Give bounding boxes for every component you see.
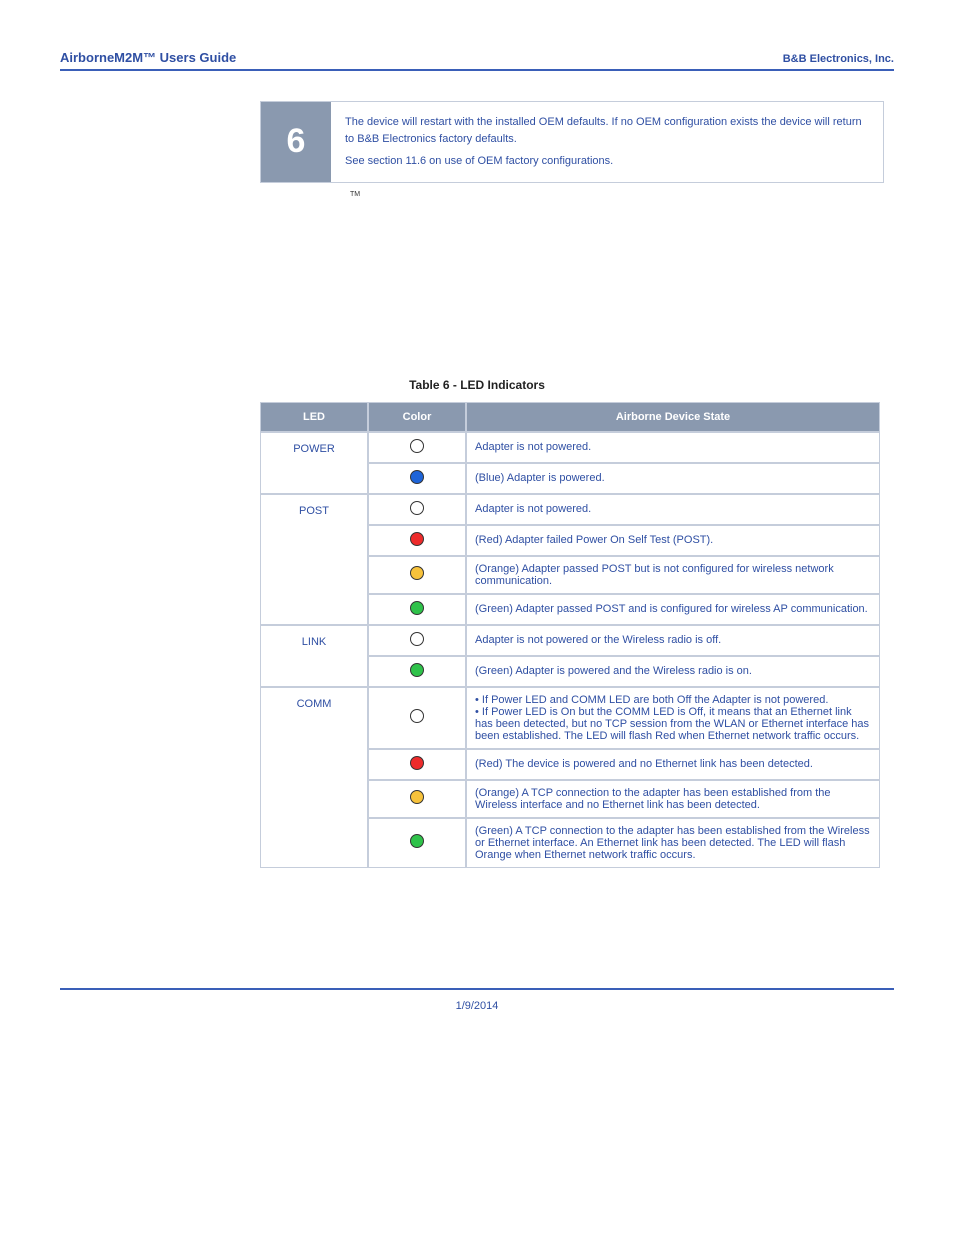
led-dot-blue-icon — [410, 470, 424, 484]
color-cell — [368, 594, 466, 625]
color-cell — [368, 625, 466, 656]
led-name-power: POWER — [260, 432, 368, 494]
state-cell: (Green) A TCP connection to the adapter … — [466, 818, 880, 868]
callout-p1: The device will restart with the install… — [345, 114, 869, 147]
callout-p2: See section 11.6 on use of OEM factory c… — [345, 153, 869, 170]
header-left: AirborneM2M™ Users Guide — [60, 50, 236, 65]
led-dot-off-icon — [410, 632, 424, 646]
state-cell: • If Power LED and COMM LED are both Off… — [466, 687, 880, 749]
led-name-link: LINK — [260, 625, 368, 687]
color-cell — [368, 525, 466, 556]
color-cell — [368, 687, 466, 749]
page-header: AirborneM2M™ Users Guide B&B Electronics… — [60, 50, 894, 71]
color-cell — [368, 494, 466, 525]
table-row: POST Adapter is not powered. — [260, 494, 880, 525]
led-dot-green-icon — [410, 834, 424, 848]
led-dot-orange-icon — [410, 566, 424, 580]
header-right: B&B Electronics, Inc. — [783, 53, 894, 65]
led-indicators-table: LED Color Airborne Device State POWER Ad… — [260, 402, 880, 868]
color-cell — [368, 780, 466, 818]
led-dot-green-icon — [410, 663, 424, 677]
callout-text: The device will restart with the install… — [331, 102, 883, 182]
led-dot-green-icon — [410, 601, 424, 615]
state-cell: Adapter is not powered or the Wireless r… — [466, 625, 880, 656]
color-cell — [368, 556, 466, 594]
comm-off-bullet-2: • If Power LED is On but the COMM LED is… — [475, 706, 871, 742]
footer-date: 1/9/2014 — [456, 1000, 499, 1012]
color-cell — [368, 656, 466, 687]
th-color: Color — [368, 402, 466, 432]
state-cell: (Green) Adapter passed POST and is confi… — [466, 594, 880, 625]
color-cell — [368, 463, 466, 494]
state-cell: (Green) Adapter is powered and the Wirel… — [466, 656, 880, 687]
table-caption: Table 6 - LED Indicators — [60, 378, 894, 392]
led-dot-off-icon — [410, 501, 424, 515]
page-footer: 1/9/2014 — [60, 988, 894, 1012]
comm-off-bullet-1: • If Power LED and COMM LED are both Off… — [475, 694, 871, 706]
state-cell: (Red) The device is powered and no Ether… — [466, 749, 880, 780]
callout-number: 6 — [261, 102, 331, 182]
th-state: Airborne Device State — [466, 402, 880, 432]
th-led: LED — [260, 402, 368, 432]
table-header-row: LED Color Airborne Device State — [260, 402, 880, 432]
table-row: COMM • If Power LED and COMM LED are bot… — [260, 687, 880, 749]
led-dot-red-icon — [410, 756, 424, 770]
table-row: POWER Adapter is not powered. — [260, 432, 880, 463]
tm-mark: TM — [350, 191, 894, 198]
led-name-post: POST — [260, 494, 368, 625]
state-cell: (Orange) Adapter passed POST but is not … — [466, 556, 880, 594]
callout-step-6: 6 The device will restart with the insta… — [260, 101, 884, 183]
state-cell: (Orange) A TCP connection to the adapter… — [466, 780, 880, 818]
color-cell — [368, 749, 466, 780]
state-cell: (Blue) Adapter is powered. — [466, 463, 880, 494]
led-dot-orange-icon — [410, 790, 424, 804]
led-name-comm: COMM — [260, 687, 368, 868]
state-cell: (Red) Adapter failed Power On Self Test … — [466, 525, 880, 556]
led-dot-off-icon — [410, 709, 424, 723]
color-cell — [368, 818, 466, 868]
state-cell: Adapter is not powered. — [466, 432, 880, 463]
color-cell — [368, 432, 466, 463]
led-dot-red-icon — [410, 532, 424, 546]
state-cell: Adapter is not powered. — [466, 494, 880, 525]
table-row: LINK Adapter is not powered or the Wirel… — [260, 625, 880, 656]
led-dot-off-icon — [410, 439, 424, 453]
